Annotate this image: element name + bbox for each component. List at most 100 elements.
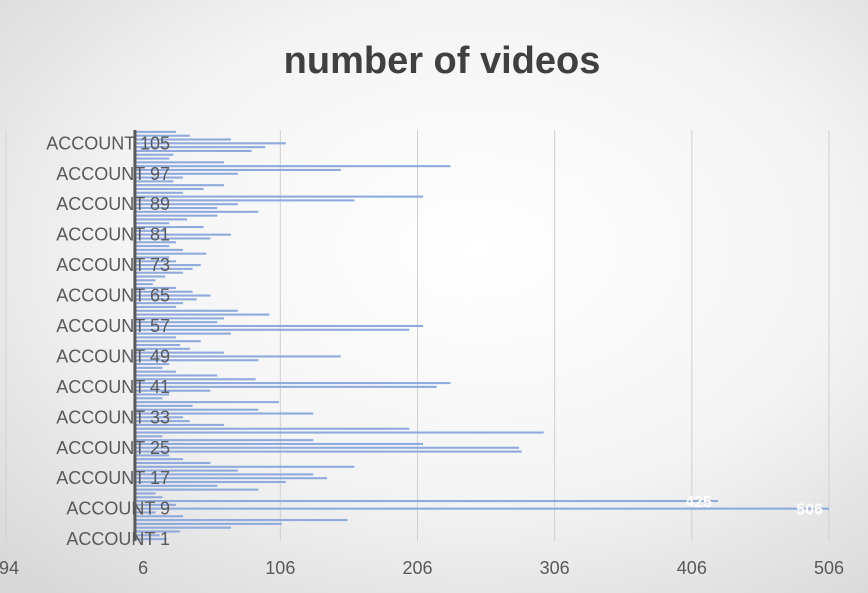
- bar-account-105: [134, 142, 286, 145]
- bar-account-10: [134, 503, 177, 506]
- y-tick-label: ACCOUNT 89: [56, 194, 170, 214]
- bar-account-6: [134, 519, 348, 522]
- bar-account-1: [134, 538, 167, 541]
- bar-account-55: [134, 332, 231, 335]
- bar-account-90: [134, 199, 355, 202]
- bar-account-24: [134, 450, 522, 453]
- bar-account-89: [134, 203, 238, 206]
- data-label: 506: [796, 502, 823, 519]
- bar-account-8: [134, 511, 156, 514]
- bar-account-16: [134, 480, 286, 484]
- y-tick-label: ACCOUNT 9: [66, 499, 170, 519]
- y-tick-label: ACCOUNT 33: [56, 407, 170, 427]
- bar-account-58: [134, 321, 218, 324]
- bar-account-46: [134, 366, 163, 369]
- bar-account-34: [134, 412, 314, 415]
- x-tick-label: -94: [0, 558, 19, 578]
- bar-account-56: [134, 328, 410, 331]
- y-tick-label: ACCOUNT 81: [56, 225, 170, 245]
- chart-title: number of videos: [284, 40, 601, 82]
- bar-account-14: [134, 488, 259, 491]
- bar-account-92: [134, 191, 183, 194]
- bar-account-33: [134, 416, 183, 419]
- y-tick-label: ACCOUNT 1: [66, 529, 170, 549]
- bar-account-63: [134, 302, 183, 305]
- x-tick-label: 206: [402, 558, 432, 578]
- bar-account-45: [134, 370, 177, 373]
- bar-account-31: [134, 423, 225, 426]
- bar-account-100: [134, 161, 225, 164]
- bar-account-40: [134, 389, 211, 392]
- bar-account-52: [134, 343, 181, 347]
- bar-account-70: [134, 275, 166, 278]
- y-tick-label: ACCOUNT 17: [56, 468, 170, 488]
- bar-account-101: [134, 157, 170, 160]
- bar-account-62: [134, 305, 177, 309]
- bar-account-11: [134, 499, 718, 503]
- bar-account-29: [134, 431, 544, 434]
- bar-account-50: [134, 351, 225, 354]
- x-tick-label: 306: [540, 558, 570, 578]
- bar-account-53: [134, 340, 201, 343]
- gridlines: [5, 130, 830, 541]
- bar-account-15: [134, 484, 218, 487]
- bar-account-98: [134, 168, 341, 172]
- bar-account-4: [134, 526, 231, 529]
- bar-account-104: [134, 146, 266, 149]
- bar-account-64: [134, 298, 197, 301]
- bar-account-96: [134, 176, 183, 179]
- bar-account-108: [134, 130, 177, 133]
- data-label: 425: [685, 494, 712, 511]
- bar-account-103: [134, 149, 252, 152]
- bar-account-60: [134, 313, 270, 316]
- bar-account-49: [134, 355, 341, 358]
- bar-account-25: [134, 446, 520, 449]
- bar-account-107: [134, 134, 190, 137]
- bar-account-27: [134, 439, 314, 442]
- y-tick-label: ACCOUNT 73: [56, 255, 170, 275]
- bar-account-87: [134, 210, 259, 213]
- data-labels: 506 425: [685, 494, 823, 519]
- bar-account-2: [134, 534, 160, 537]
- bar-account-84: [134, 222, 170, 225]
- bar-account-9: [134, 507, 830, 510]
- bar-account-95: [134, 180, 174, 183]
- bar-account-81: [134, 233, 231, 236]
- y-tick-label: ACCOUNT 25: [56, 438, 170, 458]
- bar-account-28: [134, 435, 163, 438]
- bar-account-61: [134, 309, 238, 312]
- bar-account-94: [134, 184, 225, 187]
- bar-account-80: [134, 237, 211, 240]
- bar-account-36: [134, 404, 193, 407]
- bar-account-73: [134, 264, 201, 267]
- bar-account-23: [134, 454, 170, 457]
- bar-account-3: [134, 530, 181, 533]
- bar-account-67: [134, 286, 177, 289]
- bar-account-30: [134, 427, 410, 430]
- bar-account-74: [134, 260, 177, 263]
- bar-account-13: [134, 492, 156, 495]
- bar-account-93: [134, 187, 204, 191]
- bar-account-5: [134, 522, 282, 525]
- bar-account-71: [134, 271, 183, 274]
- bar-account-18: [134, 473, 314, 476]
- bar-account-97: [134, 172, 238, 175]
- bar-account-39: [134, 393, 170, 396]
- bar-account-85: [134, 218, 188, 221]
- bar-account-86: [134, 214, 218, 217]
- bar-account-37: [134, 401, 279, 404]
- bar-account-26: [134, 442, 423, 446]
- bar-account-12: [134, 496, 163, 499]
- bar-account-32: [134, 420, 190, 423]
- bar-account-59: [134, 317, 225, 320]
- bar-account-99: [134, 165, 451, 168]
- bar-account-65: [134, 294, 211, 297]
- y-tick-label: ACCOUNT 105: [46, 133, 170, 153]
- bar-account-82: [134, 229, 166, 232]
- x-tick-label: 106: [265, 558, 295, 578]
- bar-account-68: [134, 283, 153, 286]
- bar-account-102: [134, 153, 174, 156]
- y-tick-label: ACCOUNT 49: [56, 346, 170, 366]
